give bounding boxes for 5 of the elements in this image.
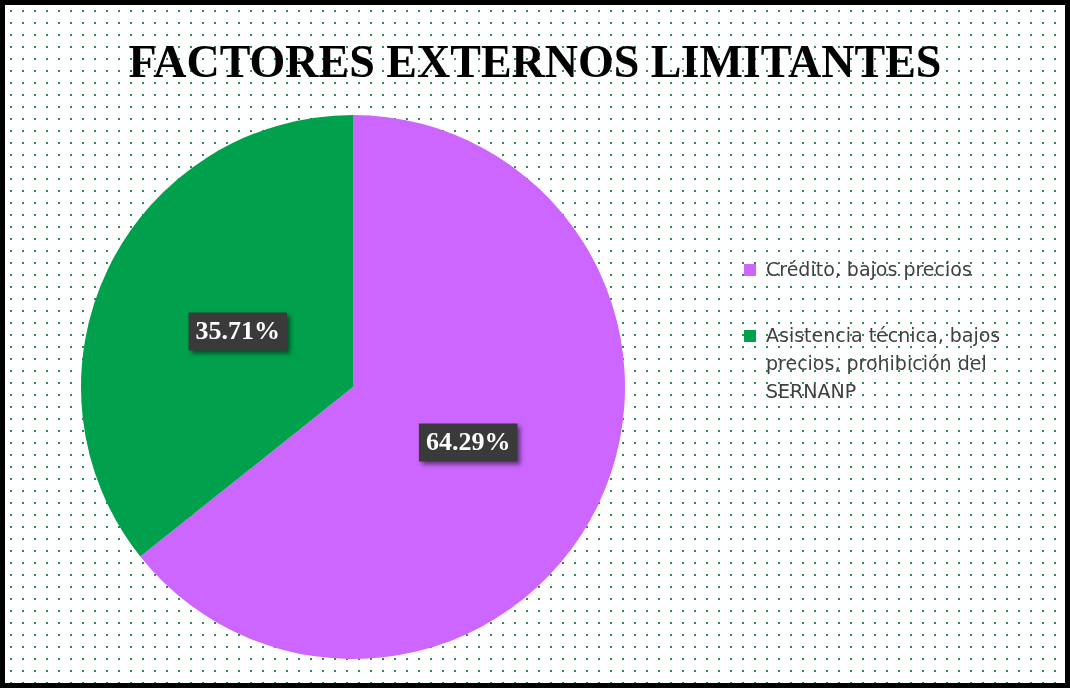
legend-label: Crédito, bajos precios [766, 258, 972, 280]
chart-title: FACTORES EXTERNOS LIMITANTES [127, 35, 943, 88]
data-label: 64.29% [425, 427, 511, 457]
legend-label: Asistencia técnica, bajos precios, prohibición del SERNANP [766, 324, 1001, 402]
data-label: 35.71% [195, 316, 281, 346]
